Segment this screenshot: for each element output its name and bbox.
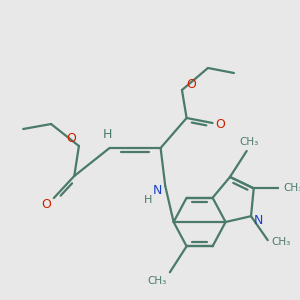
Text: N: N — [254, 214, 263, 227]
Text: CH₃: CH₃ — [239, 137, 258, 147]
Text: CH₃: CH₃ — [283, 183, 300, 193]
Text: CH₃: CH₃ — [271, 237, 290, 247]
Text: H: H — [144, 195, 153, 205]
Text: H: H — [103, 128, 112, 140]
Text: N: N — [153, 184, 163, 196]
Text: CH₃: CH₃ — [147, 276, 167, 286]
Text: O: O — [186, 77, 196, 91]
Text: O: O — [215, 118, 225, 131]
Text: O: O — [67, 131, 76, 145]
Text: O: O — [41, 197, 51, 211]
